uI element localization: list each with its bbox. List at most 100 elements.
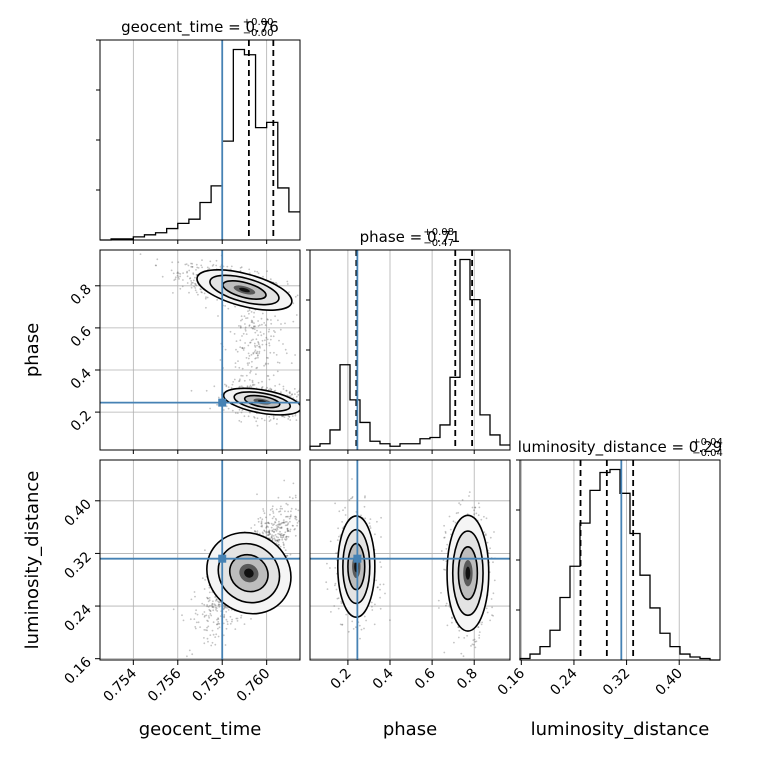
scatter-point [206, 619, 209, 622]
scatter-point [236, 350, 239, 353]
scatter-point [477, 514, 480, 517]
scatter-point [235, 348, 237, 351]
scatter-point [305, 319, 307, 321]
title-geocent_time: geocent_time = 0.76+0.00−0.00 [121, 17, 279, 39]
scatter-point [297, 520, 300, 522]
scatter-point [277, 496, 280, 499]
scatter-point [240, 266, 243, 269]
scatter-point [287, 515, 289, 518]
scatter-point [512, 599, 514, 601]
scatter-point [176, 272, 179, 275]
scatter-point [194, 595, 196, 598]
xtick-label: 0.2 [328, 666, 355, 693]
scatter-point [274, 389, 277, 392]
scatter-point [295, 508, 297, 511]
scatter-point [289, 419, 292, 421]
title-phase: phase = 0.71+0.08−0.47 [360, 227, 461, 249]
scatter-point [472, 639, 475, 641]
scatter-point [286, 530, 289, 533]
scatter-point [189, 618, 192, 621]
scatter-point [224, 383, 226, 386]
scatter-point [259, 516, 262, 519]
scatter-point [203, 616, 206, 618]
scatter-point [484, 534, 487, 537]
panel-border [99, 459, 301, 661]
scatter-point [212, 621, 215, 624]
scatter-point [489, 536, 492, 539]
scatter-point [207, 605, 210, 608]
scatter-point [227, 307, 230, 310]
scatter-point [285, 352, 288, 355]
scatter-point [380, 516, 382, 519]
scatter-point [289, 520, 291, 523]
panel-border [99, 249, 301, 451]
scatter-point [217, 603, 220, 606]
scatter-point [473, 513, 476, 516]
scatter-point [246, 317, 249, 319]
scatter-point [253, 311, 256, 314]
scatter-point [273, 530, 275, 533]
scatter-point [284, 549, 287, 551]
scatter-point [214, 606, 217, 609]
scatter-point [225, 627, 228, 630]
scatter-point [225, 606, 228, 609]
scatter-point [462, 655, 465, 658]
scatter-point [284, 348, 287, 351]
scatter-point [215, 599, 217, 602]
scatter-point [267, 357, 269, 359]
scatter-point [231, 618, 234, 621]
xtick-label: 0.758 [189, 666, 229, 706]
scatter-point [278, 362, 281, 364]
scatter-point [270, 335, 272, 338]
scatter-point [240, 319, 242, 322]
scatter-point [350, 497, 352, 500]
scatter-point [329, 540, 332, 543]
scatter-point [225, 384, 228, 387]
scatter-point [480, 623, 483, 626]
scatter-point [265, 522, 268, 525]
scatter-point [195, 263, 198, 266]
scatter-point [445, 604, 447, 607]
scatter-point [252, 384, 254, 387]
scatter-point [194, 282, 196, 285]
scatter-point [251, 321, 254, 324]
scatter-point [292, 482, 295, 485]
scatter-point [241, 409, 244, 412]
scatter-point [295, 518, 298, 521]
scatter-point [250, 386, 253, 388]
scatter-point [443, 536, 446, 539]
scatter-point [214, 596, 217, 599]
scatter-point [250, 339, 253, 342]
scatter-point [237, 360, 239, 362]
scatter-point [263, 512, 266, 515]
xtick-label: 0.24 [547, 665, 580, 698]
scatter-point [277, 319, 279, 322]
scatter-point [358, 624, 361, 627]
scatter-point [355, 626, 357, 629]
scatter-point [282, 415, 284, 418]
scatter-point [264, 522, 267, 525]
scatter-point [474, 506, 477, 509]
scatter-point [270, 322, 273, 325]
title-text: geocent_time = 0.76 [121, 18, 279, 37]
scatter-point [195, 284, 198, 287]
scatter-point [247, 344, 250, 347]
scatter-point [287, 529, 290, 532]
scatter-point [188, 649, 191, 652]
scatter-point [291, 415, 294, 417]
scatter-point [437, 599, 440, 602]
scatter-point [286, 527, 289, 530]
scatter-point [443, 536, 445, 539]
scatter-point [207, 620, 209, 623]
scatter-point [285, 389, 288, 392]
scatter-point [234, 366, 237, 368]
scatter-point [470, 645, 472, 647]
scatter-point [215, 259, 218, 262]
scatter-point [235, 617, 238, 620]
scatter-point [267, 522, 269, 524]
scatter-point [260, 521, 263, 524]
scatter-point [475, 512, 478, 515]
scatter-point [206, 597, 209, 600]
scatter-point [263, 530, 266, 533]
scatter-point [384, 592, 386, 595]
